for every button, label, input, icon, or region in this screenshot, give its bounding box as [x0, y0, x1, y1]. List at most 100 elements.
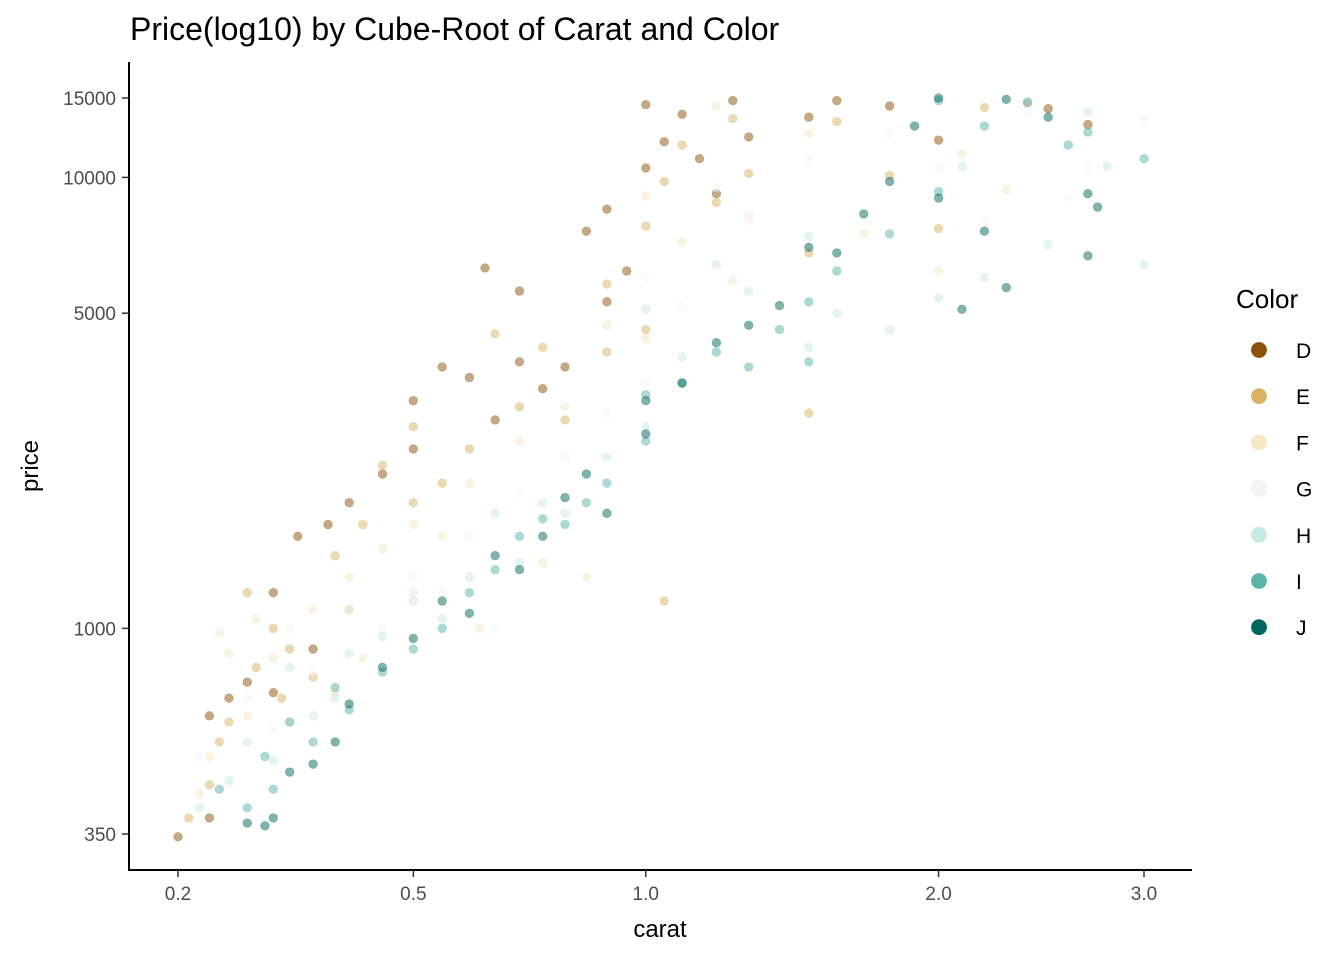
legend-key-E: [1251, 388, 1267, 405]
point-I-21: [711, 347, 722, 357]
point-E-3: [224, 717, 234, 727]
point-J-5: [330, 737, 340, 747]
point-H-15: [560, 508, 570, 518]
point-H-6: [330, 693, 340, 703]
point-G-4: [285, 623, 295, 634]
point-F-8: [308, 604, 318, 615]
point-H-9: [408, 596, 418, 606]
point-D-32: [728, 95, 738, 106]
point-D-0: [173, 832, 183, 842]
point-I-30: [979, 121, 990, 131]
point-F-26: [711, 101, 722, 111]
point-I-17: [602, 478, 612, 488]
point-D-1: [204, 813, 215, 823]
point-F-19: [537, 557, 548, 568]
x-tick-label: 3.0: [1131, 884, 1157, 905]
point-G-24: [979, 216, 990, 226]
point-F-1: [204, 751, 215, 762]
point-H-21: [743, 286, 754, 296]
point-F-20: [560, 402, 570, 412]
point-J-26: [884, 176, 895, 187]
point-J-10: [464, 608, 475, 618]
point-G-25: [1022, 106, 1033, 117]
point-I-1: [242, 803, 253, 813]
chart-title: Price(log10) by Cube-Root of Carat and C…: [130, 11, 780, 47]
point-E-18: [490, 329, 500, 339]
point-H-26: [933, 293, 944, 303]
point-E-1: [204, 780, 215, 790]
point-J-3: [285, 767, 295, 777]
x-tick-label: 0.5: [400, 884, 426, 905]
y-tick-label: 15000: [63, 89, 116, 110]
point-D-24: [602, 297, 612, 307]
point-D-27: [641, 99, 651, 110]
point-I-26: [832, 266, 842, 276]
point-E-17: [464, 444, 475, 454]
point-G-6: [344, 604, 354, 615]
legend-key-G: [1251, 480, 1267, 497]
point-J-31: [979, 226, 990, 236]
point-H-32: [1102, 161, 1112, 171]
point-H-31: [1139, 260, 1149, 270]
point-G-16: [641, 272, 651, 283]
point-D-9: [323, 519, 333, 530]
point-D-16: [480, 263, 490, 273]
point-F-4: [242, 711, 253, 721]
point-D-13: [408, 395, 418, 406]
point-H-5: [308, 711, 318, 721]
point-H-14: [537, 498, 548, 508]
point-E-10: [330, 550, 340, 561]
point-G-22: [884, 129, 895, 139]
point-G-0: [194, 751, 205, 762]
point-F-5: [251, 614, 261, 624]
point-H-0: [194, 803, 205, 813]
point-D-34: [804, 112, 814, 122]
point-D-30: [694, 154, 705, 164]
point-E-30: [743, 168, 754, 179]
point-F-31: [933, 266, 944, 276]
point-J-16: [602, 508, 612, 518]
point-F-33: [1001, 184, 1011, 195]
legend-title: Color: [1236, 284, 1298, 314]
point-G-23: [933, 163, 944, 173]
point-J-29: [933, 193, 944, 203]
point-G-11: [490, 623, 500, 634]
point-G-5: [308, 667, 318, 677]
point-J-20: [711, 338, 722, 348]
point-G-19: [743, 216, 754, 226]
x-tick-label: 2.0: [925, 884, 951, 905]
point-H-8: [377, 631, 388, 642]
point-H-27: [957, 161, 967, 171]
legend-label-J: J: [1296, 617, 1307, 640]
legend-label-E: E: [1296, 386, 1310, 409]
point-D-28: [659, 137, 669, 147]
point-D-22: [581, 226, 592, 236]
point-E-20: [537, 342, 548, 352]
point-F-0: [194, 788, 205, 799]
point-H-11: [464, 572, 475, 582]
point-G-12: [514, 487, 525, 498]
point-D-36: [884, 101, 895, 111]
x-axis-title: carat: [633, 916, 687, 943]
point-E-21: [560, 415, 570, 425]
point-D-35: [832, 95, 842, 106]
point-J-33: [1043, 112, 1053, 122]
point-D-25: [621, 266, 632, 276]
point-J-6: [344, 699, 354, 709]
point-I-11: [464, 587, 475, 598]
point-J-27: [909, 121, 920, 131]
point-I-27: [884, 229, 895, 239]
point-H-10: [437, 614, 447, 624]
point-G-17: [677, 300, 687, 311]
point-F-30: [858, 229, 869, 239]
point-J-1: [260, 821, 270, 831]
point-H-18: [641, 304, 651, 314]
point-H-23: [804, 342, 814, 352]
legend-label-D: D: [1296, 340, 1311, 363]
point-F-11: [358, 653, 368, 663]
legend-key-J: [1251, 619, 1267, 636]
point-I-24: [804, 297, 814, 307]
point-H-19: [677, 352, 687, 362]
